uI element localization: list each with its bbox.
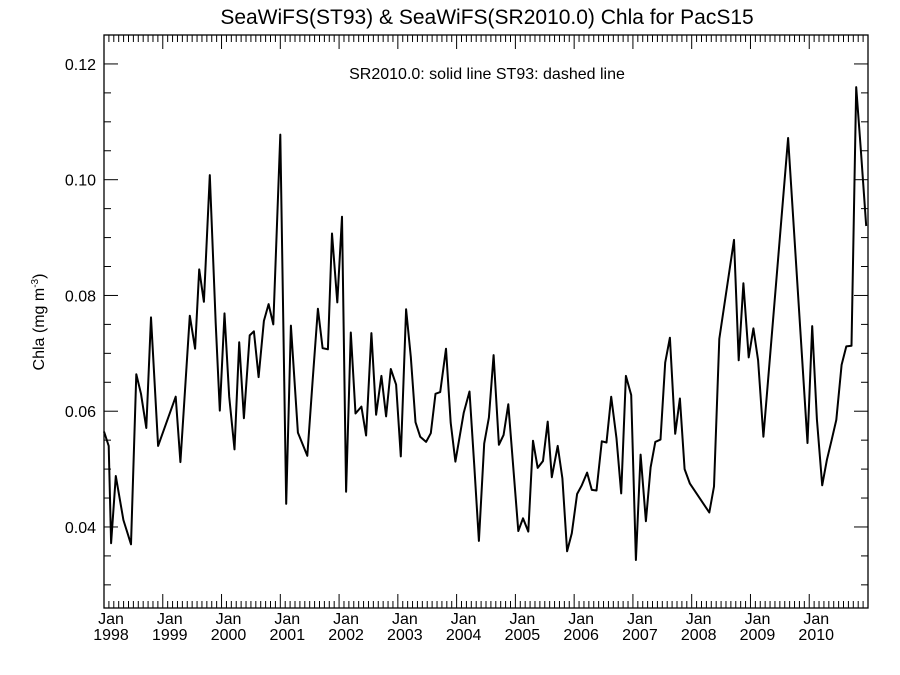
x-tick-label-month: Jan xyxy=(98,611,124,628)
y-axis-label-superscript: -3 xyxy=(30,278,41,287)
x-tick-label-year: 2007 xyxy=(622,627,658,644)
y-tick-label: 0.12 xyxy=(65,57,96,74)
y-axis: 0.04 0.06 0.08 0.10 0.12 xyxy=(65,57,868,586)
x-tick-label-year: 2010 xyxy=(798,627,834,644)
y-tick-label: 0.06 xyxy=(65,404,96,421)
y-axis-label-main: Chla (mg m xyxy=(31,288,48,371)
x-tick-label-month: Jan xyxy=(803,611,829,628)
x-tick-label-year: 1999 xyxy=(152,627,188,644)
x-tick-label-year: 2006 xyxy=(563,627,599,644)
x-axis: Jan1998Jan1999Jan2000Jan2001Jan2002Jan20… xyxy=(93,35,864,644)
y-tick-label: 0.10 xyxy=(65,173,96,190)
y-tick-label: 0.04 xyxy=(65,520,96,537)
x-tick-label-month: Jan xyxy=(157,611,183,628)
y-axis-label-end: ) xyxy=(31,274,48,279)
x-tick-label-month: Jan xyxy=(627,611,653,628)
x-tick-label-year: 2000 xyxy=(211,627,247,644)
series-line-sr2010 xyxy=(103,86,868,561)
x-tick-label-month: Jan xyxy=(745,611,771,628)
x-tick-label-year: 1998 xyxy=(93,627,129,644)
x-tick-label-year: 2005 xyxy=(505,627,541,644)
legend-annotation: SR2010.0: solid line ST93: dashed line xyxy=(349,66,625,83)
y-tick-label: 0.08 xyxy=(65,288,96,305)
plot-frame xyxy=(103,34,869,609)
x-tick-label-month: Jan xyxy=(274,611,300,628)
x-tick-label-year: 2008 xyxy=(681,627,717,644)
y-axis-label: Chla (mg m-3) xyxy=(30,274,48,371)
x-tick-label-month: Jan xyxy=(451,611,477,628)
x-tick-label-month: Jan xyxy=(216,611,242,628)
x-tick-label-year: 2001 xyxy=(270,627,306,644)
chart-title: SeaWiFS(ST93) & SeaWiFS(SR2010.0) Chla f… xyxy=(220,6,753,29)
x-tick-label-month: Jan xyxy=(509,611,535,628)
x-tick-label-year: 2009 xyxy=(740,627,776,644)
x-tick-label-year: 2003 xyxy=(387,627,423,644)
x-tick-label-month: Jan xyxy=(686,611,712,628)
x-tick-label-year: 2004 xyxy=(446,627,482,644)
x-tick-label-year: 2002 xyxy=(328,627,364,644)
x-tick-label-month: Jan xyxy=(333,611,359,628)
x-tick-label-month: Jan xyxy=(568,611,594,628)
series-layer xyxy=(103,86,868,561)
x-tick-label-month: Jan xyxy=(392,611,418,628)
